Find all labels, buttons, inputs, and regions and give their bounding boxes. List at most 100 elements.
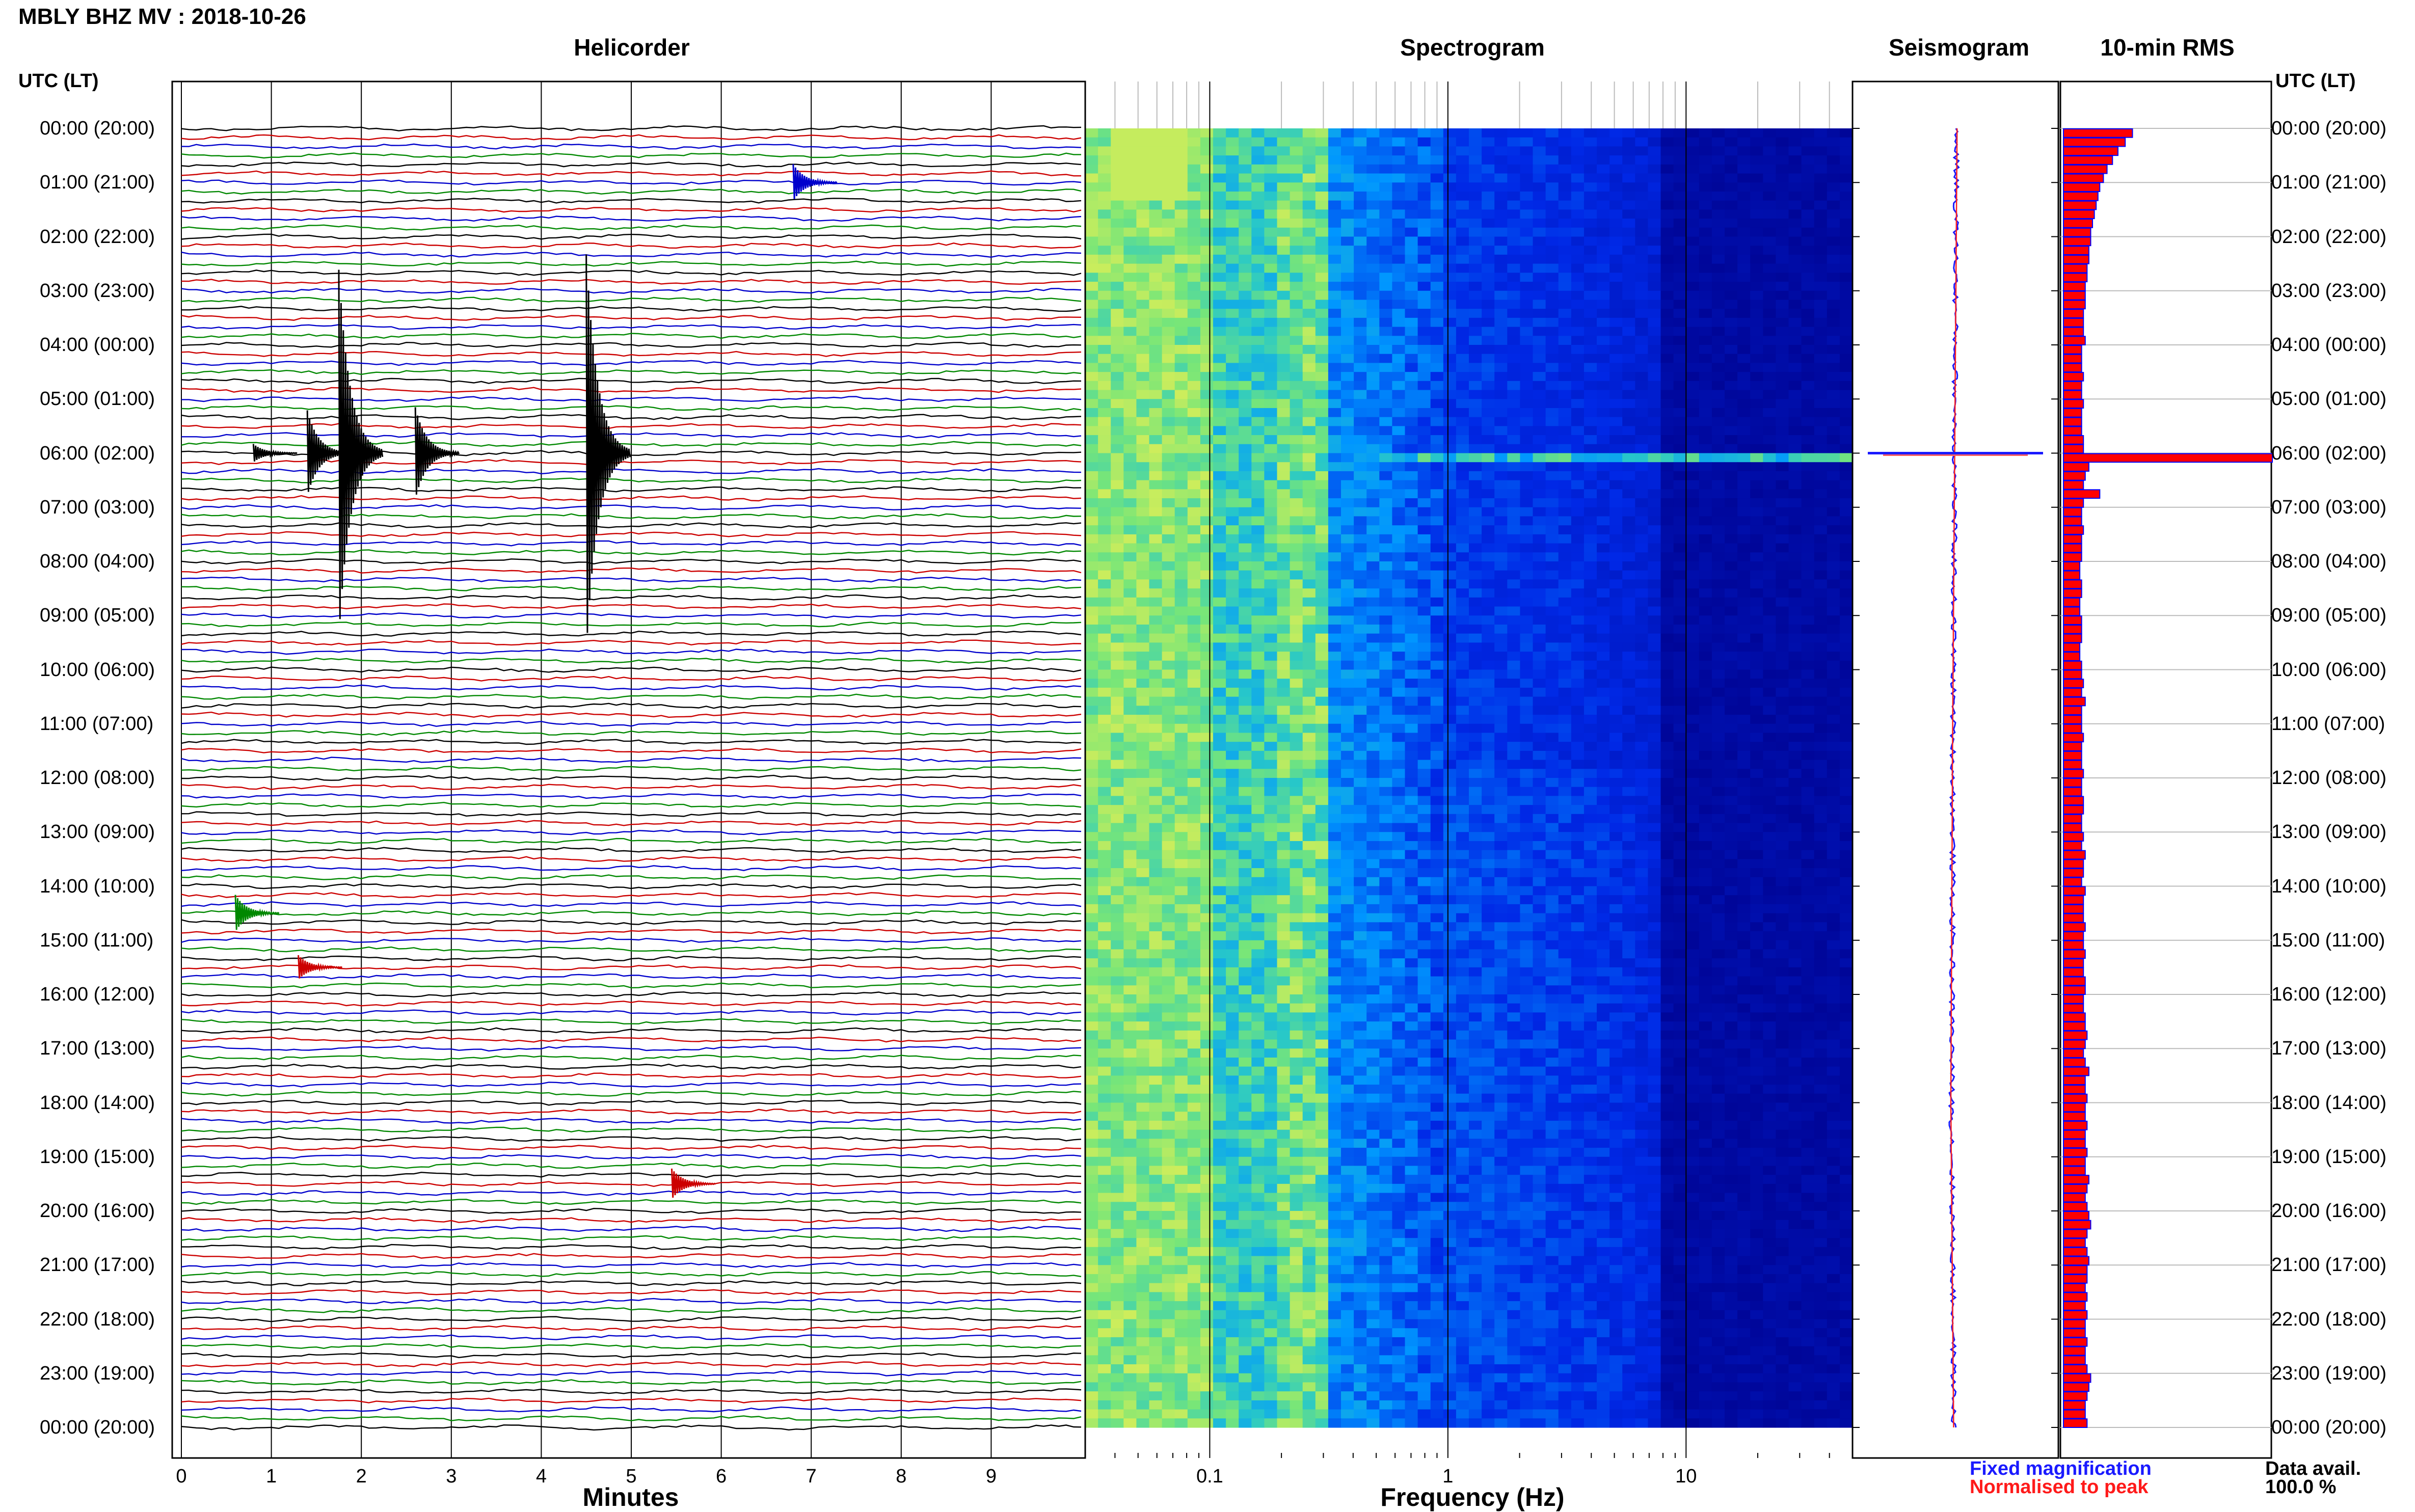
time-label-right-0: 00:00 (20:00) xyxy=(2271,118,2386,140)
seismogram-plot xyxy=(1853,82,2058,1458)
rms-bar xyxy=(2063,634,2082,643)
time-label-right-1: 01:00 (21:00) xyxy=(2271,172,2386,194)
time-label-left-21: 21:00 (17:00) xyxy=(40,1254,155,1276)
rms-bar xyxy=(2063,1112,2085,1121)
rms-bar xyxy=(2063,1320,2085,1329)
rms-bar xyxy=(2063,1211,2089,1220)
time-label-left-15: 15:00 (11:00) xyxy=(40,930,153,952)
minute-tick-label-8: 8 xyxy=(896,1466,906,1487)
rms-bar xyxy=(2063,1130,2085,1139)
rms-bar xyxy=(2063,1311,2087,1319)
rms-bar xyxy=(2063,210,2095,219)
rms-bar xyxy=(2063,905,2083,913)
rms-bar xyxy=(2063,1040,2085,1049)
time-label-left-9: 09:00 (05:00) xyxy=(40,605,155,627)
rms-bar xyxy=(2063,1401,2085,1410)
utc-axis-label-right: UTC (LT) xyxy=(2275,70,2356,92)
rms-bar xyxy=(2063,246,2089,255)
rms-bar xyxy=(2063,1085,2085,1094)
rms-bar xyxy=(2063,986,2085,994)
rms-bar xyxy=(2063,751,2082,760)
rms-bar xyxy=(2063,345,2082,354)
rms-bar xyxy=(2063,697,2085,706)
rms-bar xyxy=(2063,1392,2087,1400)
time-label-right-2: 02:00 (22:00) xyxy=(2271,226,2386,248)
helicorder-event-0 xyxy=(793,164,837,199)
rms-bar xyxy=(2063,544,2082,553)
rms-bar xyxy=(2063,228,2090,237)
rms-bar xyxy=(2063,174,2103,183)
rms-bar xyxy=(2063,607,2080,616)
rms-bar xyxy=(2063,842,2082,850)
time-label-left-5: 05:00 (01:00) xyxy=(40,388,155,410)
rms-bar xyxy=(2063,1229,2087,1238)
rms-bar xyxy=(2063,1338,2087,1346)
rms-bar xyxy=(2063,796,2083,805)
rms-bar xyxy=(2063,625,2082,634)
time-label-left-18: 18:00 (14:00) xyxy=(40,1092,155,1114)
time-label-right-8: 08:00 (04:00) xyxy=(2271,551,2386,573)
time-label-right-20: 20:00 (16:00) xyxy=(2271,1200,2386,1222)
time-label-left-12: 12:00 (08:00) xyxy=(40,767,155,789)
time-label-right-6: 06:00 (02:00) xyxy=(2271,443,2386,465)
time-label-left-16: 16:00 (12:00) xyxy=(40,984,155,1006)
time-label-right-5: 05:00 (01:00) xyxy=(2271,388,2386,410)
spectrogram-title: Spectrogram xyxy=(1400,34,1545,61)
minute-tick-label-9: 9 xyxy=(986,1466,997,1487)
helicorder-event-7 xyxy=(299,955,342,979)
rms-bar xyxy=(2063,571,2080,580)
time-label-right-24: 00:00 (20:00) xyxy=(2271,1417,2386,1439)
rms-bar xyxy=(2063,436,2083,444)
rms-bar xyxy=(2063,1184,2087,1193)
rms-bar xyxy=(2063,418,2082,426)
time-label-left-11: 11:00 (07:00) xyxy=(40,713,153,735)
rms-bar xyxy=(2063,129,2132,138)
rms-bar xyxy=(2063,1302,2085,1310)
rms-bar xyxy=(2063,832,2083,841)
rms-bar xyxy=(2063,138,2125,147)
rms-bar xyxy=(2063,1257,2089,1265)
rms-bar xyxy=(2063,643,2080,652)
rms-bar xyxy=(2063,309,2083,318)
rms-bar xyxy=(2063,508,2082,517)
rms-bar xyxy=(2063,192,2098,201)
rms-bar xyxy=(2063,887,2085,896)
minute-tick-label-1: 1 xyxy=(266,1466,277,1487)
rms-bar xyxy=(2063,788,2082,796)
rms-bar xyxy=(2063,1094,2087,1103)
rms-bar xyxy=(2063,237,2090,246)
rms-bar xyxy=(2063,580,2082,588)
time-label-left-8: 08:00 (04:00) xyxy=(40,551,155,573)
spectrogram-plot xyxy=(1085,128,1853,1428)
rms-bar xyxy=(2063,1356,2085,1364)
rms-bar xyxy=(2063,1013,2085,1021)
time-label-left-2: 02:00 (22:00) xyxy=(40,226,155,248)
time-label-right-16: 16:00 (12:00) xyxy=(2271,984,2386,1006)
minute-tick-label-6: 6 xyxy=(716,1466,727,1487)
rms-bar xyxy=(2063,616,2082,625)
rms-bar xyxy=(2063,409,2082,417)
rms-bar xyxy=(2063,1410,2085,1419)
time-label-right-22: 22:00 (18:00) xyxy=(2271,1309,2386,1331)
rms-bar xyxy=(2063,1058,2085,1067)
time-label-left-23: 23:00 (19:00) xyxy=(40,1363,155,1385)
helicorder-title: Helicorder xyxy=(574,34,690,61)
rms-bar xyxy=(2063,598,2080,607)
rms-bar xyxy=(2063,391,2082,399)
time-label-right-19: 19:00 (15:00) xyxy=(2271,1146,2386,1168)
rms-bar xyxy=(2063,679,2083,688)
time-label-right-12: 12:00 (08:00) xyxy=(2271,767,2386,789)
time-label-left-0: 00:00 (20:00) xyxy=(40,118,155,140)
rms-bar xyxy=(2063,517,2082,525)
rms-bar xyxy=(2063,355,2082,363)
rms-bar xyxy=(2063,363,2082,372)
rms-bar xyxy=(2063,652,2080,661)
rms-bar xyxy=(2063,1076,2085,1085)
rms-bar xyxy=(2063,1049,2083,1058)
rms-bar xyxy=(2063,1022,2085,1031)
minute-tick-label-3: 3 xyxy=(446,1466,457,1487)
rms-bar xyxy=(2063,670,2082,679)
time-label-left-1: 01:00 (21:00) xyxy=(40,172,155,194)
frequency-tick-label-2: 10 xyxy=(1675,1466,1697,1487)
rms-bar xyxy=(2063,219,2092,228)
